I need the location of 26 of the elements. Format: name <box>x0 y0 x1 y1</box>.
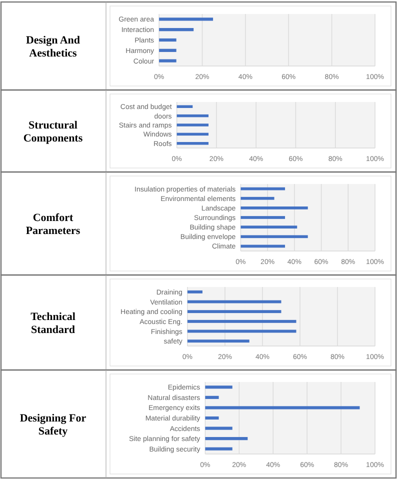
bar <box>205 426 232 430</box>
bar <box>240 235 308 238</box>
bar <box>159 28 194 32</box>
bar <box>187 290 202 294</box>
bar <box>205 437 248 440</box>
bar <box>240 226 298 229</box>
bar <box>159 48 176 52</box>
bar <box>205 406 360 410</box>
bar <box>205 416 219 420</box>
text: Designing For Safety <box>20 412 86 438</box>
text: Structural Components <box>23 120 84 144</box>
bar <box>205 396 219 399</box>
bar <box>187 320 296 323</box>
bar <box>159 18 214 21</box>
bar <box>159 59 176 62</box>
text: Design And Aesthetics <box>26 34 80 60</box>
bar <box>205 386 232 389</box>
bar <box>187 310 282 314</box>
text: Comfort Parameters <box>26 212 81 237</box>
bar <box>240 216 286 219</box>
bar <box>159 38 176 42</box>
bar <box>240 196 274 200</box>
bar <box>205 447 232 450</box>
bar <box>187 340 250 343</box>
bar <box>240 206 308 210</box>
text: Technical Standard <box>30 311 76 336</box>
